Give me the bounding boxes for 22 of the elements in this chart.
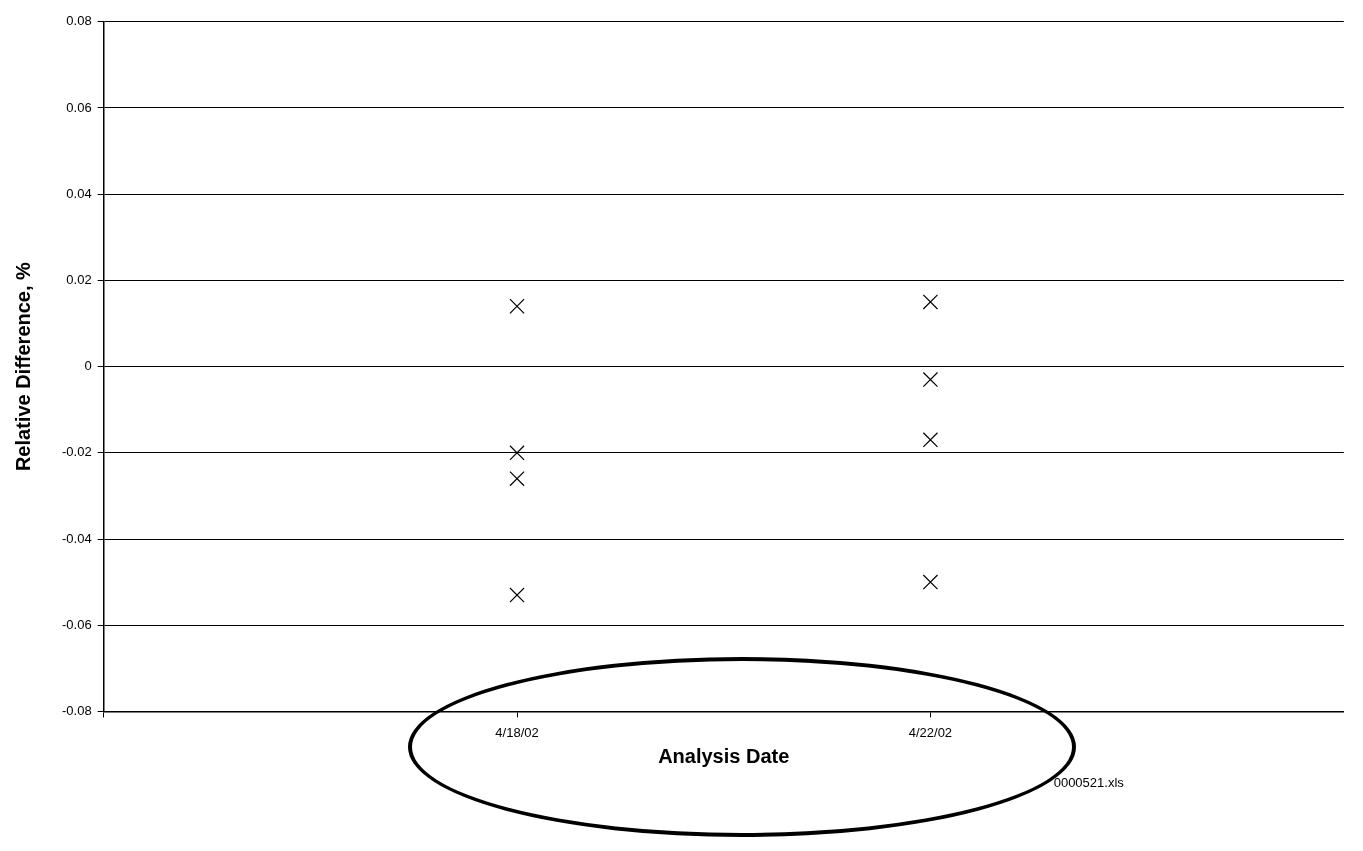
y-axis-title: Relative Difference, % bbox=[11, 261, 34, 472]
y-tick-label: -0.04 bbox=[61, 530, 92, 546]
y-tick-label: 0.08 bbox=[66, 13, 92, 29]
y-tick-label: -0.02 bbox=[61, 444, 92, 460]
point bbox=[922, 371, 939, 388]
y-tick-label: -0.08 bbox=[61, 702, 92, 718]
text: 0000521.xls bbox=[1053, 775, 1125, 791]
y-tick-label: 0 bbox=[84, 358, 92, 374]
x-axis-title: Analysis Date bbox=[658, 744, 790, 767]
point bbox=[922, 574, 939, 590]
point bbox=[922, 432, 939, 448]
y-tick-label: 0.06 bbox=[66, 99, 92, 115]
point bbox=[509, 587, 525, 603]
x-tick-label: 4/18/02 bbox=[495, 724, 539, 740]
x-tick-label: 4/22/02 bbox=[908, 724, 953, 740]
point bbox=[509, 298, 525, 314]
point bbox=[509, 445, 525, 461]
point bbox=[922, 294, 939, 310]
point bbox=[509, 470, 525, 487]
y-tick-label: 0.02 bbox=[66, 271, 92, 287]
y-tick-label: -0.06 bbox=[61, 616, 92, 632]
y-tick-label: 0.04 bbox=[66, 185, 92, 201]
